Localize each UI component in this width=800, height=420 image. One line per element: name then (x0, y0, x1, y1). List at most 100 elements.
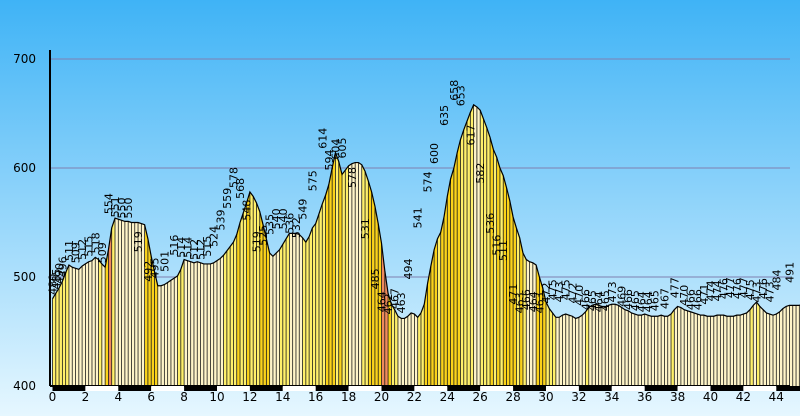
elevation-bar (280, 244, 283, 386)
elevation-bar (536, 265, 539, 386)
elevation-bar (622, 308, 625, 386)
elevation-bar (579, 315, 582, 386)
elevation-bar (595, 304, 598, 386)
elevation-bar (421, 304, 424, 386)
elevation-label: 548 (241, 200, 254, 221)
x-tick-label: 4 (114, 390, 122, 404)
elevation-bar (717, 315, 720, 386)
elevation-bar (658, 315, 661, 386)
elevation-bar (79, 266, 82, 386)
elevation-label: 568 (234, 178, 247, 199)
x-tick-label: 34 (604, 390, 619, 404)
elevation-bar (266, 239, 269, 386)
y-tick-label: 600 (13, 161, 36, 175)
elevation-bar (533, 263, 536, 386)
elevation-bar (283, 239, 286, 386)
elevation-label: 578 (346, 167, 359, 188)
elevation-bar (503, 176, 506, 386)
y-tick-label: 700 (13, 52, 36, 66)
elevation-bar (184, 260, 187, 386)
elevation-bar (62, 273, 65, 386)
elevation-label: 541 (412, 207, 425, 228)
x-tick-label: 36 (637, 390, 652, 404)
elevation-bar (497, 157, 500, 386)
elevation-bar (467, 112, 470, 386)
elevation-label: 519 (132, 231, 145, 252)
x-tick-label: 26 (473, 390, 488, 404)
elevation-bar (625, 310, 628, 386)
elevation-bar (118, 219, 121, 386)
elevation-bar (197, 262, 200, 386)
elevation-bar (299, 234, 302, 386)
elevation-bar (766, 313, 769, 386)
elevation-bar (293, 233, 296, 386)
elevation-bar (691, 312, 694, 386)
elevation-label: 485 (369, 268, 382, 289)
x-tick-label: 18 (341, 390, 356, 404)
elevation-label: 582 (474, 163, 487, 184)
x-tick-label: 12 (242, 390, 257, 404)
elevation-bar (523, 253, 526, 386)
elevation-label: 614 (316, 128, 329, 149)
x-tick-label: 24 (440, 390, 455, 404)
elevation-bar (408, 313, 411, 386)
elevation-bar (612, 304, 615, 386)
x-tick-label: 42 (736, 390, 751, 404)
elevation-bar (319, 204, 322, 386)
elevation-bar (500, 168, 503, 386)
elevation-bar (730, 316, 733, 386)
elevation-label: 539 (214, 209, 227, 230)
elevation-bar (559, 315, 562, 386)
elevation-bar (757, 302, 760, 386)
elevation-label: 605 (336, 138, 349, 159)
elevation-bar (181, 260, 184, 386)
x-tick-label: 40 (703, 390, 718, 404)
elevation-bar (664, 316, 667, 386)
elevation-bar (233, 234, 236, 386)
elevation-bar (339, 161, 342, 386)
elevation-bar (546, 302, 549, 386)
elevation-bar (753, 302, 756, 386)
elevation-bar (164, 282, 167, 386)
elevation-bar (648, 315, 651, 386)
elevation-bar (210, 263, 213, 386)
elevation-bar (69, 265, 72, 386)
elevation-label: 617 (464, 124, 477, 145)
elevation-bar (707, 316, 710, 386)
elevation-bar (483, 119, 486, 386)
elevation-bar (270, 253, 273, 386)
elevation-bar (490, 137, 493, 386)
elevation-bar (454, 153, 457, 386)
elevation-bar (437, 232, 440, 386)
elevation-bar (576, 317, 579, 386)
elevation-bar (470, 105, 473, 386)
elevation-bar (457, 140, 460, 386)
km-band (53, 386, 86, 391)
elevation-bar (289, 233, 292, 386)
elevation-bar (401, 318, 404, 386)
elevation-bar (720, 315, 723, 386)
y-tick-label: 400 (13, 379, 36, 393)
elevation-bar (743, 313, 746, 386)
elevation-bar (549, 309, 552, 386)
elevation-bar (273, 253, 276, 386)
elevation-bar (352, 163, 355, 386)
elevation-bar (701, 315, 704, 386)
elevation-bar (661, 315, 664, 386)
elevation-bar (704, 315, 707, 386)
elevation-bar (668, 314, 671, 386)
elevation-bar (572, 316, 575, 386)
elevation-bar (451, 168, 454, 386)
elevation-bar (582, 312, 585, 386)
elevation-bar (609, 304, 612, 386)
elevation-bar (770, 314, 773, 386)
elevation-label: 484 (770, 269, 783, 290)
elevation-bar (447, 179, 450, 386)
elevation-bar (780, 309, 783, 386)
elevation-bar (711, 316, 714, 386)
elevation-bar (714, 315, 717, 386)
km-band (151, 386, 184, 391)
elevation-bar (641, 314, 644, 386)
elevation-bar (530, 262, 533, 386)
